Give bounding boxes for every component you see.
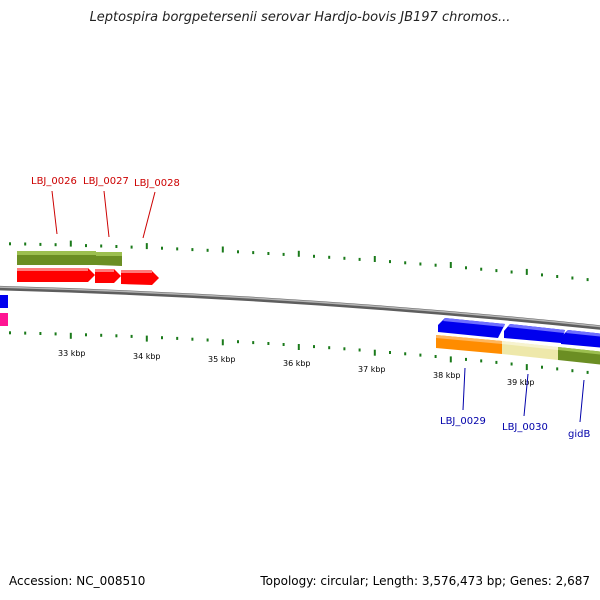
gene-lbj-0027-feature[interactable] bbox=[96, 252, 122, 266]
gene-label-lbj-0030[interactable]: LBJ_0030 bbox=[502, 422, 548, 433]
scale-label-36kbp: 36 kbp bbox=[283, 359, 311, 368]
leader-line-gidb bbox=[579, 379, 585, 423]
gene-red-3-feature[interactable] bbox=[121, 270, 159, 285]
chromosome-backbone-highlight bbox=[0, 286, 600, 328]
gene-red-1-feature[interactable] bbox=[17, 268, 95, 282]
accession-text: Accession: NC_008510 bbox=[9, 574, 146, 588]
gene-label-lbj-0028[interactable]: LBJ_0028 bbox=[134, 178, 180, 189]
gene-label-lbj-0026[interactable]: LBJ_0026 bbox=[31, 176, 77, 187]
scale-label-38kbp: 38 kbp bbox=[433, 371, 461, 380]
leader-line-lbj-0029 bbox=[462, 367, 466, 411]
gene-lbj-0030-feature[interactable] bbox=[502, 341, 558, 360]
tick-row-bottom bbox=[9, 331, 589, 374]
map-title: Leptospira borgpetersenii serovar Hardjo… bbox=[89, 10, 511, 25]
gene-lbj-0029-feature[interactable] bbox=[436, 335, 502, 354]
gene-blue-1-feature[interactable] bbox=[438, 318, 505, 338]
gene-lbj-0026-feature[interactable] bbox=[17, 251, 96, 265]
gene-label-lbj-0027[interactable]: LBJ_0027 bbox=[83, 176, 129, 187]
scale-label-33kbp: 33 kbp bbox=[58, 349, 86, 358]
scale-label-35kbp: 35 kbp bbox=[208, 355, 236, 364]
leader-line-lbj-0026 bbox=[51, 190, 58, 235]
gene-blue-2-feature[interactable] bbox=[504, 324, 565, 343]
scale-label-39kbp: 39 kbp bbox=[507, 378, 535, 387]
gene-label-gidb[interactable]: gidB bbox=[568, 429, 590, 440]
leader-line-lbj-0028 bbox=[142, 191, 156, 239]
gene-blue-partial-feature[interactable] bbox=[0, 295, 8, 308]
leader-line-lbj-0030 bbox=[523, 373, 529, 417]
scale-label-37kbp: 37 kbp bbox=[358, 365, 386, 374]
scale-label-34kbp: 34 kbp bbox=[133, 352, 161, 361]
gene-red-2-feature[interactable] bbox=[95, 269, 121, 283]
gene-label-lbj-0029[interactable]: LBJ_0029 bbox=[440, 416, 486, 427]
gene-blue-3-feature[interactable] bbox=[561, 330, 600, 348]
genome-summary-text: Topology: circular; Length: 3,576,473 bp… bbox=[260, 574, 590, 588]
gene-magenta-partial-feature[interactable] bbox=[0, 313, 8, 326]
gene-gidb-feature[interactable] bbox=[558, 347, 600, 365]
leader-line-lbj-0027 bbox=[103, 190, 110, 238]
chromosome-backbone bbox=[0, 285, 600, 330]
tick-row-top bbox=[9, 240, 589, 282]
